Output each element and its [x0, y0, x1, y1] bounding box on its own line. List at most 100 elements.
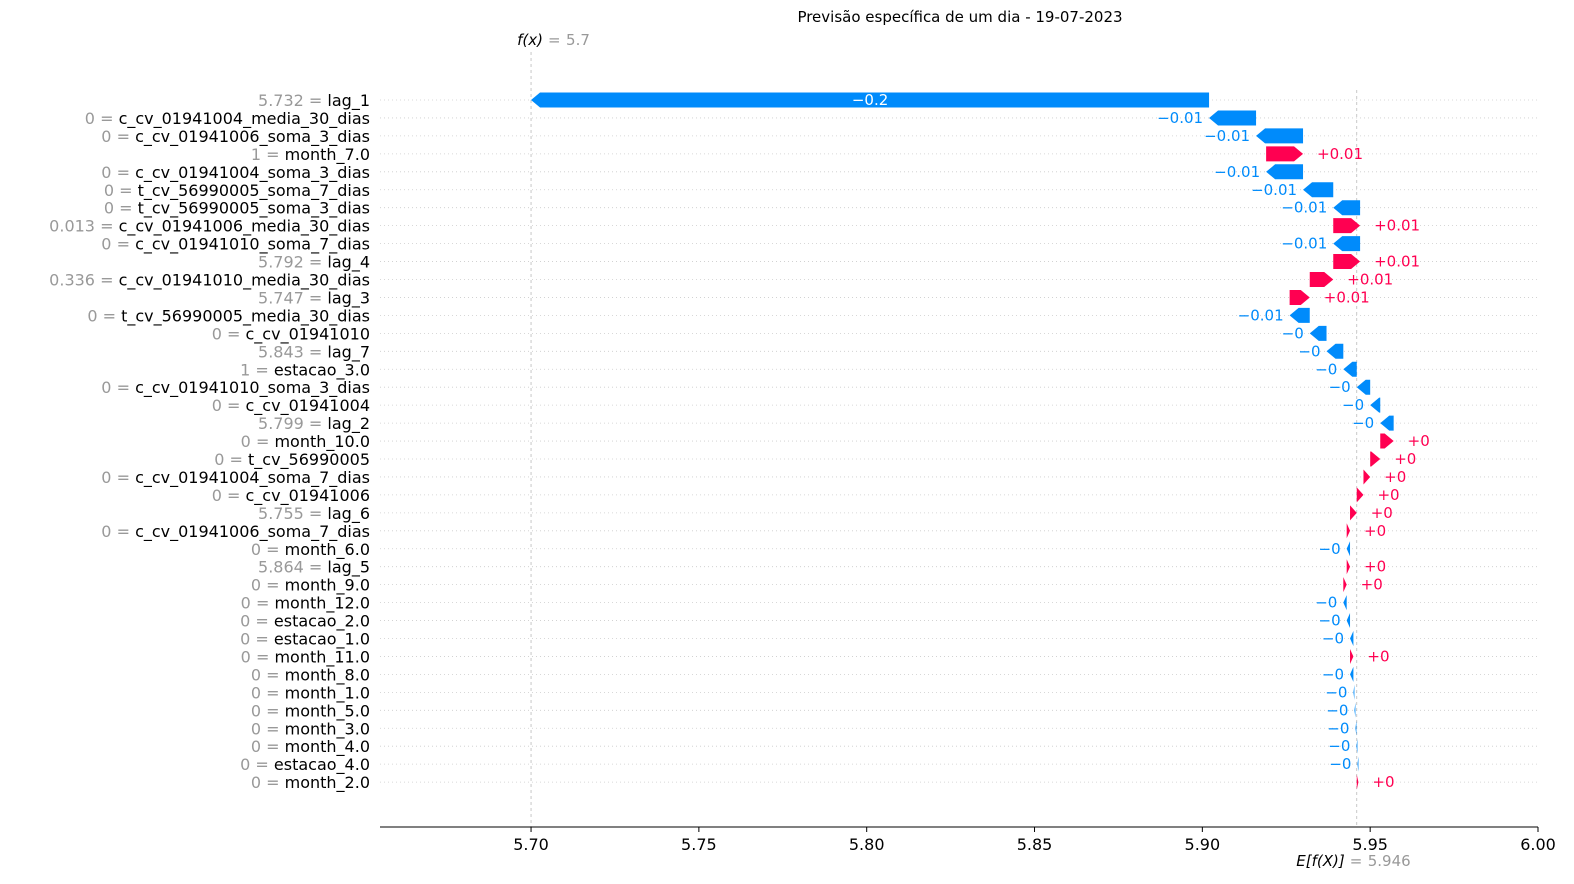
feature-label: 0 = t_cv_56990005_soma_3_dias [104, 199, 370, 219]
waterfall-bar [1356, 487, 1364, 503]
feature-value: 0 = [212, 396, 246, 415]
feature-value: 0 = [101, 127, 135, 146]
feature-value: 0 = [104, 181, 138, 200]
feature-name: c_cv_01941010_soma_7_dias [135, 235, 370, 255]
feature-label: 0 = month_12.0 [241, 594, 370, 614]
feature-name: c_cv_01941004_soma_7_dias [135, 468, 370, 488]
feature-value: 0 = [251, 540, 285, 559]
feature-value: 0 = [251, 576, 285, 595]
shap-value-label: +0 [1377, 486, 1399, 504]
feature-value: 0 = [251, 683, 285, 702]
shap-value-label: −0.01 [1251, 181, 1297, 199]
waterfall-bar [1370, 397, 1381, 413]
feature-name: month_9.0 [285, 576, 370, 596]
fx-label: f(x) [517, 31, 543, 49]
shap-value-label: −0.01 [1204, 127, 1250, 145]
shap-value-label: +0 [1364, 522, 1386, 540]
x-axis: 5.70 5.75 5.80 5.85 5.90 5.95 6.00 [380, 826, 1556, 854]
feature-value: 5.747 = [258, 288, 327, 307]
feature-value: 0 = [251, 719, 285, 738]
shap-value-label: −0 [1322, 630, 1344, 648]
waterfall-bar [1333, 218, 1361, 234]
waterfall-bar [1346, 559, 1351, 575]
shap-value-label: +0 [1367, 647, 1389, 665]
waterfall-bar [1350, 505, 1357, 521]
shap-value-label: +0 [1384, 468, 1406, 486]
shap-value-label: −0 [1315, 594, 1337, 612]
efx-value: 5.946 [1368, 852, 1411, 870]
feature-value: 0 = [101, 522, 135, 541]
shap-value-label: −0 [1282, 324, 1304, 342]
x-tick-label: 5.80 [849, 835, 885, 854]
efx-equals: = [1350, 852, 1363, 870]
feature-label: 0 = t_cv_56990005 [214, 450, 370, 470]
waterfall-bar [1357, 756, 1359, 772]
feature-name: month_12.0 [274, 594, 370, 614]
feature-name: c_cv_01941004_soma_3_dias [135, 163, 370, 183]
feature-label: 0 = month_3.0 [251, 719, 370, 739]
waterfall-bar [1380, 433, 1394, 449]
shap-value-label: +0 [1394, 450, 1416, 468]
feature-name: c_cv_01941004 [246, 396, 371, 416]
feature-name: lag_3 [327, 288, 370, 308]
feature-value: 0 = [101, 378, 135, 397]
shap-value-label: +0 [1372, 773, 1394, 791]
shap-value-label: −0.01 [1238, 306, 1284, 324]
waterfall-bar [1333, 254, 1361, 270]
waterfall-bar [1354, 702, 1356, 718]
shap-value-label: −0 [1329, 755, 1351, 773]
shap-value-label: −0 [1327, 719, 1349, 737]
feature-value: 0 = [85, 109, 119, 128]
feature-value: 0 = [251, 665, 285, 684]
waterfall-bar [1370, 451, 1381, 467]
feature-name: t_cv_56990005_soma_7_dias [138, 181, 370, 201]
shap-value-label: −0 [1319, 540, 1341, 558]
feature-value: 0.336 = [49, 271, 118, 290]
feature-name: month_3.0 [285, 719, 370, 739]
feature-label: 0.013 = c_cv_01941006_media_30_dias [49, 217, 370, 237]
shap-value-label: +0 [1371, 504, 1393, 522]
fx-annotation: f(x) = 5.7 [517, 31, 590, 49]
feature-name: month_6.0 [285, 540, 370, 560]
feature-name: estacao_2.0 [274, 612, 370, 632]
feature-label: 5.732 = lag_1 [258, 91, 370, 111]
shap-value-label: −0 [1326, 701, 1348, 719]
feature-label: 5.799 = lag_2 [258, 414, 370, 434]
waterfall-bar [1333, 200, 1361, 216]
x-tick-label: 5.95 [1352, 835, 1388, 854]
waterfall-bar [1333, 236, 1361, 252]
feature-label: 0 = estacao_1.0 [240, 630, 370, 650]
feature-name: month_2.0 [285, 773, 370, 793]
feature-name: t_cv_56990005 [248, 450, 370, 470]
feature-value: 5.843 = [258, 342, 327, 361]
x-tick-label: 5.85 [1017, 835, 1053, 854]
waterfall-bar [1350, 631, 1354, 646]
x-tick-label: 5.75 [681, 835, 717, 854]
feature-label: 0 = c_cv_01941004_media_30_dias [85, 109, 370, 129]
waterfall-bar [1303, 182, 1334, 198]
waterfall-bar [1346, 613, 1351, 629]
waterfall-bar [1256, 128, 1304, 144]
feature-label: 1 = estacao_3.0 [240, 360, 370, 380]
feature-value: 0 = [241, 647, 275, 666]
feature-label: 5.864 = lag_5 [258, 558, 370, 578]
feature-value: 5.732 = [258, 91, 327, 110]
shap-value-label: −0 [1329, 378, 1351, 396]
feature-name: c_cv_01941006_soma_7_dias [135, 522, 370, 542]
shap-value-label: +0.01 [1324, 288, 1370, 306]
feature-name: t_cv_56990005_media_30_dias [121, 306, 370, 326]
shap-value-label: −0 [1298, 342, 1320, 360]
feature-label: 0 = month_9.0 [251, 576, 370, 596]
feature-name: month_10.0 [274, 432, 370, 452]
shap-value-label: −0.01 [1214, 163, 1260, 181]
feature-name: lag_2 [327, 414, 370, 434]
feature-name: c_cv_01941006_soma_3_dias [135, 127, 370, 147]
feature-label: 0 = c_cv_01941010_soma_7_dias [101, 235, 370, 255]
feature-label: 5.755 = lag_6 [258, 504, 370, 524]
shap-value-label: −0 [1328, 737, 1350, 755]
feature-name: lag_5 [327, 558, 370, 578]
waterfall-bar [1346, 523, 1351, 539]
feature-value: 0 = [104, 199, 138, 218]
shap-value-label: +0 [1364, 558, 1386, 576]
feature-name: estacao_1.0 [274, 630, 370, 650]
